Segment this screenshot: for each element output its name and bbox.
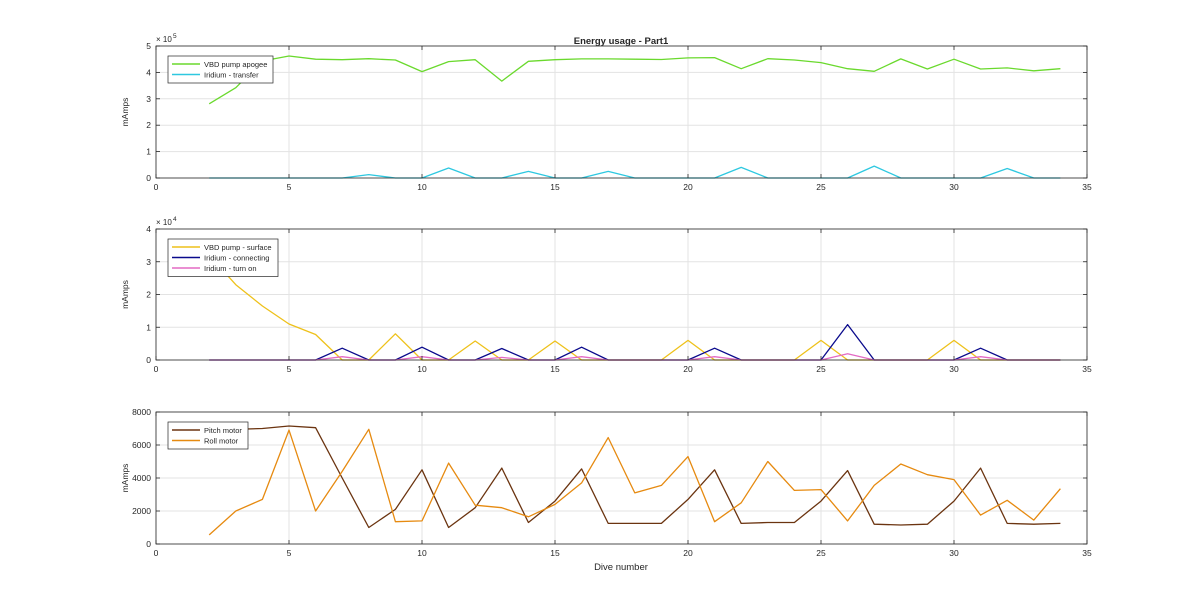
legend: VBD pump - surface Iridium - connectingIr… xyxy=(168,239,278,277)
x-tick-label: 0 xyxy=(154,364,159,374)
x-tick-label: 0 xyxy=(154,548,159,558)
x-tick-label: 15 xyxy=(550,182,560,192)
x-tick-label: 10 xyxy=(417,182,427,192)
legend: Pitch motor Roll motor xyxy=(168,422,248,449)
y-tick-label: 4000 xyxy=(132,473,151,483)
y-axis-label: mAmps xyxy=(120,464,130,493)
x-tick-label: 35 xyxy=(1082,548,1092,558)
x-tick-label: 25 xyxy=(816,364,826,374)
axes-background xyxy=(156,46,1087,178)
x-tick-label: 35 xyxy=(1082,182,1092,192)
x-tick-label: 5 xyxy=(287,548,292,558)
x-axis-label: Dive number xyxy=(594,562,648,573)
x-tick-label: 15 xyxy=(550,548,560,558)
y-axis-label: mAmps xyxy=(120,280,130,309)
x-tick-label: 20 xyxy=(683,364,693,374)
x-tick-label: 30 xyxy=(949,548,959,558)
x-tick-label: 20 xyxy=(683,182,693,192)
x-tick-label: 15 xyxy=(550,364,560,374)
x-tick-label: 35 xyxy=(1082,364,1092,374)
x-tick-label: 25 xyxy=(816,548,826,558)
legend-entry: Iridium - connecting xyxy=(204,254,269,263)
y-tick-label: 3 xyxy=(146,257,151,267)
y-tick-label: 2 xyxy=(146,290,151,300)
y-tick-label: 2000 xyxy=(132,506,151,516)
x-tick-label: 10 xyxy=(417,364,427,374)
y-tick-label: 4 xyxy=(146,224,151,234)
x-tick-label: 30 xyxy=(949,364,959,374)
y-tick-label: 4 xyxy=(146,67,151,77)
legend-entry: VBD pump - surface xyxy=(204,243,272,252)
y-tick-label: 1 xyxy=(146,147,151,157)
x-tick-label: 30 xyxy=(949,182,959,192)
y-exponent-power: 5 xyxy=(173,33,177,40)
y-axis-label: mAmps xyxy=(120,98,130,127)
x-tick-label: 25 xyxy=(816,182,826,192)
y-exponent-power: 4 xyxy=(173,216,177,223)
x-tick-label: 5 xyxy=(287,182,292,192)
x-tick-label: 5 xyxy=(287,364,292,374)
x-tick-label: 0 xyxy=(154,182,159,192)
y-tick-label: 0 xyxy=(146,173,151,183)
y-tick-label: 3 xyxy=(146,94,151,104)
legend-entry: Roll motor xyxy=(204,437,239,446)
y-tick-label: 2 xyxy=(146,120,151,130)
y-tick-label: 1 xyxy=(146,322,151,332)
figure-title: Energy usage - Part1 xyxy=(574,36,669,47)
y-tick-label: 6000 xyxy=(132,440,151,450)
legend-entry: Pitch motor xyxy=(204,426,242,435)
legend-entry: Iridium - turn on xyxy=(204,264,257,273)
y-tick-label: 0 xyxy=(146,355,151,365)
y-exponent-label: × 10 xyxy=(156,218,172,227)
x-tick-label: 20 xyxy=(683,548,693,558)
y-tick-label: 5 xyxy=(146,41,151,51)
x-tick-label: 10 xyxy=(417,548,427,558)
y-exponent-label: × 10 xyxy=(156,35,172,44)
subplot-3: 0 5 10 15 20 25 30 35 0 2000 4000 6000 8000 mAmps Pitc… xyxy=(120,407,1092,558)
legend-entry: VBD pump apogee xyxy=(204,60,267,69)
legend-entry: Iridium - transfer xyxy=(204,71,259,80)
legend: VBD pump apogee Iridium - transfer xyxy=(168,56,273,83)
y-tick-label: 8000 xyxy=(132,407,151,417)
y-tick-label: 0 xyxy=(146,539,151,549)
